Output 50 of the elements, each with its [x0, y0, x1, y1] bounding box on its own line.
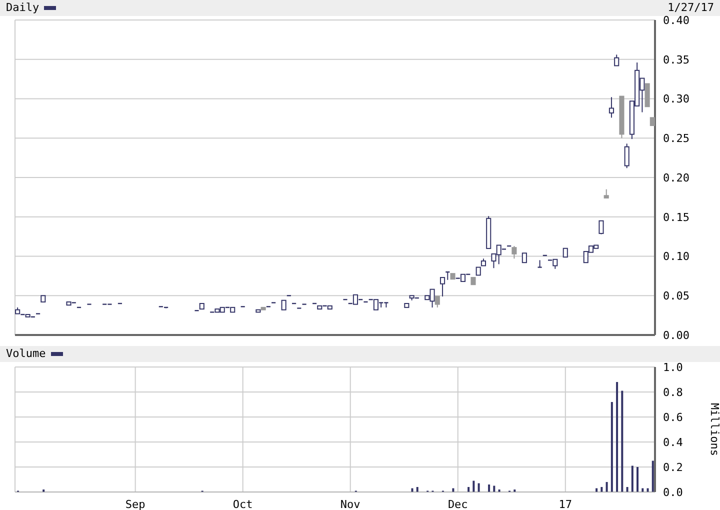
y-tick-label: 0.40 — [663, 14, 690, 27]
chart-title: Volume — [6, 347, 46, 360]
y-axis-title: Millions — [708, 403, 720, 456]
candlestick — [608, 96, 614, 118]
y-tick-label: 0.10 — [663, 250, 690, 264]
bar — [621, 390, 624, 492]
chart-title: Daily — [6, 1, 40, 14]
candlestick — [352, 294, 358, 305]
x-tick-label: 17 — [558, 498, 572, 510]
bar — [626, 487, 628, 492]
y-tick-label: 0.6 — [663, 410, 683, 424]
candlestick — [614, 54, 620, 66]
candlestick — [624, 143, 630, 169]
y-tick-label: 0.00 — [663, 328, 690, 342]
bar — [616, 382, 618, 492]
y-tick-label: 0.2 — [663, 460, 683, 474]
y-tick-label: 0.05 — [663, 290, 690, 303]
x-tick-label: Dec — [448, 498, 468, 510]
bar — [478, 483, 480, 492]
y-tick-label: 0.0 — [663, 486, 683, 499]
bar — [606, 482, 608, 492]
bar — [631, 466, 634, 492]
bar — [468, 487, 470, 492]
x-tick-label: Nov — [340, 498, 361, 510]
bar — [600, 487, 603, 492]
y-tick-label: 0.30 — [663, 92, 690, 106]
y-tick-label: 1.0 — [663, 360, 683, 374]
candlestick — [440, 277, 446, 297]
text: 1/27/17 — [668, 0, 714, 16]
candlestick — [644, 83, 650, 108]
bar — [636, 467, 639, 492]
candlestick — [537, 260, 542, 268]
bar — [416, 487, 418, 492]
y-tick-label: 0.35 — [663, 53, 690, 66]
bar — [472, 480, 475, 492]
candlestick — [434, 296, 440, 308]
y-tick-label: 0.8 — [663, 386, 683, 399]
candlestick — [281, 300, 286, 310]
x-tick-label: Sep — [125, 498, 146, 510]
y-tick-label: 0.20 — [663, 171, 690, 184]
candlestick — [522, 252, 527, 264]
y-tick-label: 0.15 — [663, 210, 690, 224]
candlestick — [598, 220, 604, 235]
candlestick — [512, 245, 517, 260]
bar — [610, 402, 613, 492]
bar — [652, 460, 654, 492]
x-tick-label: Oct — [232, 498, 253, 510]
y-tick-label: 0.25 — [663, 132, 690, 146]
y-tick-label: 0.4 — [663, 436, 684, 449]
bar — [488, 484, 490, 492]
